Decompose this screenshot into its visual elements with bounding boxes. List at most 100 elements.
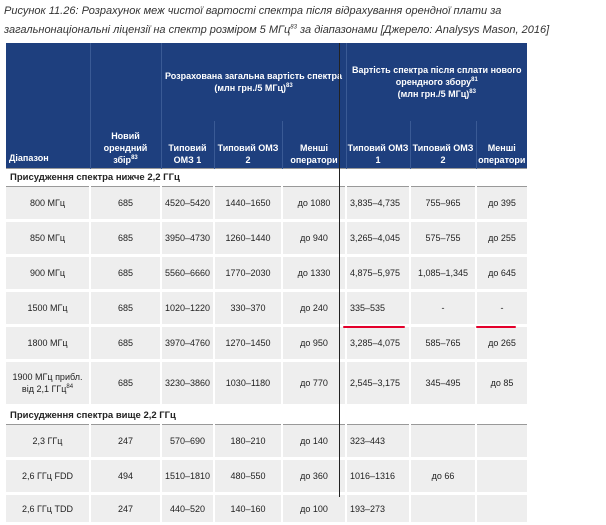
header-typical-1b: Типовий ОМЗ 1 <box>345 121 411 169</box>
section-title: Присудження спектра нижче 2,2 ГГц <box>6 168 528 187</box>
table-row: 1800 МГц 685 3970–4760 1270–1450 до 950 3,285… <box>6 325 528 362</box>
cell-a2 <box>409 424 477 460</box>
spectrum-value-table: Розрахована загальна вартість спектра (м… <box>6 43 528 525</box>
cell-t1: 1020–1220 <box>160 290 214 327</box>
cell-a2: до 66 <box>409 458 477 495</box>
header-new-fee: Новий орендний збір83 <box>89 121 161 169</box>
cell-a1: 4,875–5,975 <box>345 255 411 292</box>
table-row: 2,6 ГГц FDD 494 1510–1810 480–550 до 360 1016… <box>6 458 528 495</box>
cell-range: 2,6 ГГц TDD <box>6 493 90 525</box>
cell-t1: 440–520 <box>160 493 214 525</box>
cell-a3: до 395 <box>475 186 528 222</box>
cell-fee: 247 <box>89 424 161 460</box>
cell-fee: 685 <box>89 290 161 327</box>
cell-a3 <box>475 458 528 495</box>
cell-a3: - <box>475 290 528 327</box>
cell-t2: 180–210 <box>213 424 282 460</box>
table-row: 850 МГц 685 3950–4730 1260–1440 до 940 3,265–… <box>6 220 528 257</box>
table-row: 800 МГц 685 4520–5420 1440–1650 до 1080 3,835… <box>6 186 528 222</box>
cell-a2: 585–765 <box>409 325 477 362</box>
cell-small: до 940 <box>280 220 347 257</box>
cell-a2: 1,085–1,345 <box>409 255 477 292</box>
cell-range: 1500 МГц <box>6 290 90 327</box>
header-typical-2b: Типовий ОМЗ 2 <box>409 121 477 169</box>
caption-source: за діапазонами [Джерело: Analysys Mason,… <box>296 24 550 36</box>
cell-small: до 100 <box>280 493 347 525</box>
header-blank-2 <box>89 43 161 121</box>
cell-small: до 770 <box>280 360 347 407</box>
cell-a1: 3,265–4,045 <box>345 220 411 257</box>
caption-line2: загальнонаціональні ліцензії на спектр р… <box>4 24 291 36</box>
header-value-after-fee: Вартість спектра після сплати нового оре… <box>345 43 528 121</box>
caption-label: Рисунок 11.26: <box>4 5 79 17</box>
cell-fee: 494 <box>89 458 161 495</box>
cell-t1: 3970–4760 <box>160 325 214 362</box>
section-header: Присудження спектра вище 2,2 ГГц <box>6 405 528 425</box>
cell-range: 850 МГц <box>6 220 90 257</box>
table-row: 2,6 ГГц TDD 247 440–520 140–160 до 100 193–27… <box>6 493 528 525</box>
header-smaller-ops: Менші оператори <box>281 121 347 169</box>
cell-a1: 3,285–4,075 <box>345 325 411 362</box>
cell-fee: 685 <box>89 186 161 222</box>
table-row: 2,3 ГГц 247 570–690 180–210 до 140 323–443 <box>6 424 528 460</box>
cell-a2 <box>409 493 477 525</box>
cell-small: до 1080 <box>280 186 347 222</box>
cell-small: до 140 <box>280 424 347 460</box>
cell-t1: 1510–1810 <box>160 458 214 495</box>
figure-caption: Рисунок 11.26: Розрахунок меж чистої вар… <box>4 2 602 40</box>
cell-t1: 3950–4730 <box>160 220 214 257</box>
table-row: 900 МГц 685 5560–6660 1770–2030 до 1330 4,875… <box>6 255 528 292</box>
cell-t2: 1440–1650 <box>213 186 282 222</box>
cell-range: 1800 МГц <box>6 325 90 362</box>
cell-a1: 323–443 <box>345 424 411 460</box>
column-divider <box>339 43 340 497</box>
cell-t2: 1260–1440 <box>213 220 282 257</box>
table-row: 1500 МГц 685 1020–1220 330–370 до 240 335–535… <box>6 290 528 327</box>
cell-range: 2,6 ГГц FDD <box>6 458 90 495</box>
cell-fee: 685 <box>89 220 161 257</box>
cell-small: до 950 <box>280 325 347 362</box>
header-smaller-opsb: Менші оператори <box>475 121 528 169</box>
header-range: Діапазон <box>6 121 90 169</box>
cell-a1: 3,835–4,735 <box>345 186 411 222</box>
cell-a3: до 645 <box>475 255 528 292</box>
cell-t1: 3230–3860 <box>160 360 214 407</box>
cell-a3: до 255 <box>475 220 528 257</box>
cell-t1: 5560–6660 <box>160 255 214 292</box>
table-row: 1900 МГц прибл. від 2,1 ГГц84 685 3230–386… <box>6 360 528 407</box>
cell-a3: до 265 <box>475 325 528 362</box>
cell-a2: 575–755 <box>409 220 477 257</box>
cell-t1: 4520–5420 <box>160 186 214 222</box>
caption-sup: 83 <box>290 24 297 31</box>
cell-a1: 2,545–3,175 <box>345 360 411 407</box>
highlight-underline-1800-small <box>476 326 516 328</box>
cell-t2: 330–370 <box>213 290 282 327</box>
cell-fee: 247 <box>89 493 161 525</box>
header-typical-1: Типовий ОМЗ 1 <box>160 121 214 169</box>
cell-t2: 140–160 <box>213 493 282 525</box>
cell-a2: - <box>409 290 477 327</box>
cell-small: до 360 <box>280 458 347 495</box>
section-title: Присудження спектра вище 2,2 ГГц <box>6 405 528 425</box>
cell-t1: 570–690 <box>160 424 214 460</box>
cell-t2: 1270–1450 <box>213 325 282 362</box>
cell-t2: 1770–2030 <box>213 255 282 292</box>
cell-t2: 480–550 <box>213 458 282 495</box>
header-blank <box>6 43 90 121</box>
cell-a2: 345–495 <box>409 360 477 407</box>
cell-small: до 240 <box>280 290 347 327</box>
caption-text: Розрахунок меж чистої вартості спектра п… <box>81 5 502 17</box>
cell-a1: 335–535 <box>345 290 411 327</box>
cell-fee: 685 <box>89 325 161 362</box>
cell-a3 <box>475 493 528 525</box>
cell-fee: 685 <box>89 255 161 292</box>
cell-a1: 1016–1316 <box>345 458 411 495</box>
cell-a1: 193–273 <box>345 493 411 525</box>
cell-range: 2,3 ГГц <box>6 424 90 460</box>
cell-t2: 1030–1180 <box>213 360 282 407</box>
section-header: Присудження спектра нижче 2,2 ГГц <box>6 168 528 187</box>
header-total-value: Розрахована загальна вартість спектра (м… <box>160 43 347 121</box>
cell-a3 <box>475 424 528 460</box>
cell-small: до 1330 <box>280 255 347 292</box>
cell-range: 800 МГц <box>6 186 90 222</box>
